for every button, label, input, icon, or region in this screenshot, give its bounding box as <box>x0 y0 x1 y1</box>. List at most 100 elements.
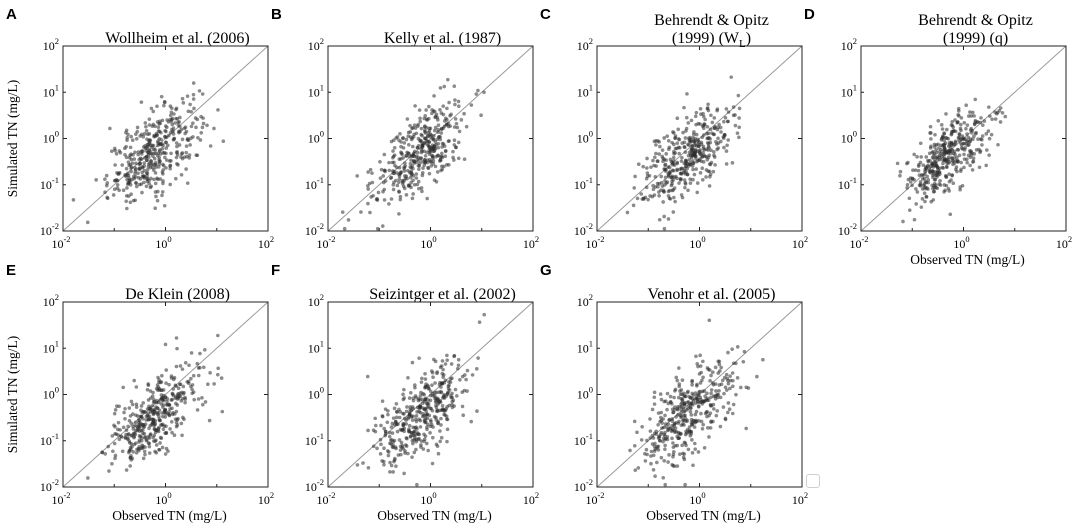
scatter-point <box>168 164 172 168</box>
scatter-point <box>385 449 390 453</box>
scatter-point <box>455 125 460 130</box>
scatter-point <box>191 390 196 394</box>
scatter-point <box>965 123 970 127</box>
scatter-point <box>115 183 120 187</box>
x-tick-label: 100 <box>155 234 171 251</box>
scatter-point <box>180 433 184 438</box>
scatter-point <box>400 152 404 157</box>
scatter-point <box>674 375 679 380</box>
scatter-point <box>730 161 735 165</box>
scatter-point <box>440 141 445 146</box>
scatter-point <box>705 391 709 396</box>
scatter-point <box>632 419 637 424</box>
scatter-point <box>914 202 918 206</box>
scatter-point <box>625 210 630 215</box>
scatter-point <box>390 431 395 435</box>
scatter-point <box>714 140 718 144</box>
scatter-point <box>420 133 424 138</box>
scatter-point <box>671 159 676 163</box>
scatter-point <box>431 133 436 138</box>
scatter-point <box>968 139 973 143</box>
scatter-point <box>656 448 661 452</box>
scatter-point <box>376 190 381 195</box>
scatter-point <box>164 424 168 428</box>
scatter-point <box>383 179 388 183</box>
scatter-point <box>427 171 432 176</box>
scatter-point <box>373 423 378 428</box>
scatter-point <box>441 367 445 372</box>
scatter-point <box>421 447 426 451</box>
scatter-point <box>988 114 992 118</box>
scatter-point <box>155 104 159 109</box>
scatter-point <box>212 126 216 131</box>
scatter-point <box>152 147 156 152</box>
scatter-point <box>417 108 422 112</box>
scatter-point <box>445 417 449 421</box>
scatter-point <box>681 130 685 135</box>
scatter-point <box>654 143 658 147</box>
scatter-point <box>675 167 679 172</box>
scatter-point <box>970 168 975 172</box>
scatter-point <box>187 153 192 157</box>
scatter-point <box>924 155 929 159</box>
scatter-point <box>379 423 383 428</box>
scatter-point <box>397 190 402 194</box>
scatter-point <box>136 414 140 418</box>
scatter-point <box>450 376 454 380</box>
scatter-point <box>919 155 923 159</box>
scatter-point <box>957 135 962 140</box>
scatter-point <box>144 154 149 159</box>
scatter-point <box>123 146 127 151</box>
scatter-point <box>402 471 406 476</box>
scatter-point <box>663 175 668 180</box>
scatter-point <box>950 173 954 178</box>
scatter-point <box>947 189 951 193</box>
scatter-point <box>378 176 383 181</box>
scatter-point <box>976 137 980 141</box>
scatter-point <box>219 376 224 380</box>
scatter-point <box>690 383 694 387</box>
scatter-point <box>462 388 467 393</box>
scatter-point <box>179 152 184 156</box>
scatter-point <box>414 176 419 180</box>
scatter-point <box>923 199 927 204</box>
scatter-point <box>676 430 681 435</box>
scatter-point <box>154 400 159 405</box>
scatter-point <box>435 170 440 174</box>
scatter-point <box>713 124 718 129</box>
scatter-point <box>933 159 938 164</box>
panel-title: Venohr et al. (2005) <box>648 286 776 303</box>
scatter-point <box>475 409 479 413</box>
scatter-point <box>910 183 914 188</box>
scatter-point <box>966 153 971 158</box>
scatter-point <box>942 142 946 147</box>
scatter-point <box>430 136 435 141</box>
scatter-point <box>157 380 161 385</box>
scatter-point <box>427 116 431 121</box>
scatter-point <box>176 123 181 127</box>
legend-checkbox[interactable] <box>806 474 820 488</box>
scatter-point <box>659 174 664 179</box>
scatter-point <box>933 177 938 182</box>
scatter-point <box>698 381 703 385</box>
scatter-point <box>169 110 174 115</box>
scatter-point <box>106 444 111 449</box>
scatter-point <box>690 421 695 426</box>
scatter-point <box>166 143 170 148</box>
scatter-point <box>121 425 126 430</box>
scatter-point <box>685 390 690 395</box>
scatter-point <box>151 390 155 395</box>
scatter-point <box>145 387 150 392</box>
scatter-point <box>381 174 386 178</box>
scatter-point <box>708 403 713 408</box>
scatter-point <box>696 137 700 142</box>
scatter-point <box>155 406 160 410</box>
scatter-point <box>129 433 134 438</box>
scatter-point <box>433 164 438 169</box>
scatter-point <box>189 109 194 114</box>
scatter-point <box>444 122 449 127</box>
scatter-point <box>454 145 458 150</box>
scatter-point <box>705 124 710 129</box>
scatter-point <box>426 133 430 138</box>
scatter-point <box>962 137 967 141</box>
